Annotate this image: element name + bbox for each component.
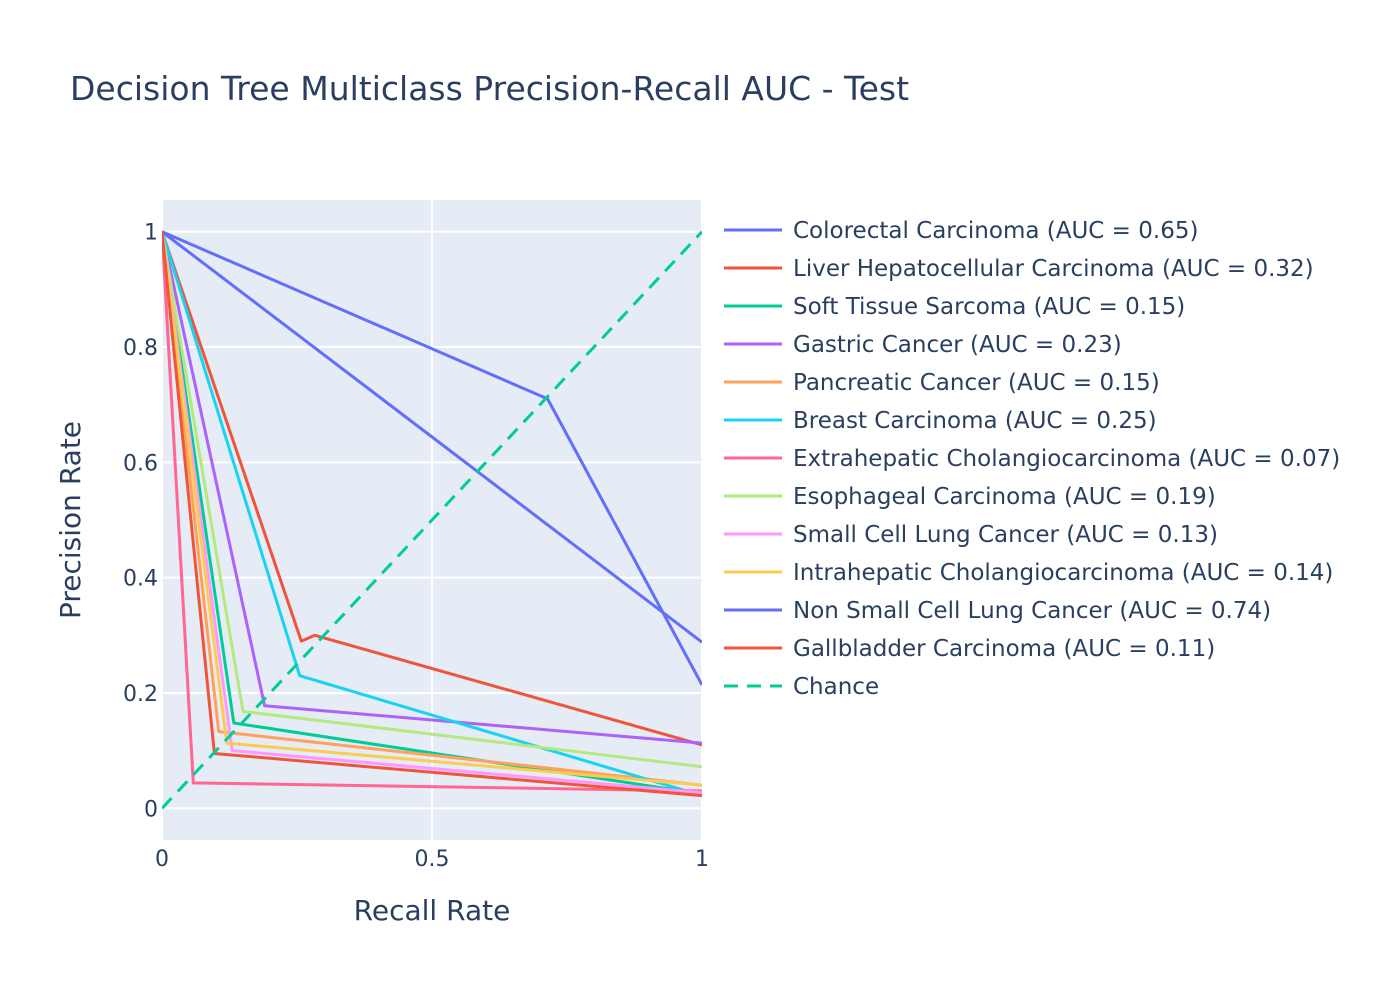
legend-item[interactable]: Chance <box>724 674 879 700</box>
grid-lines <box>161 200 703 840</box>
legend-label: Breast Carcinoma (AUC = 0.25) <box>793 408 1157 434</box>
y-axis-title: Precision Rate <box>54 421 87 619</box>
series-line <box>162 231 702 769</box>
legend-item[interactable]: Small Cell Lung Cancer (AUC = 0.13) <box>724 522 1218 548</box>
legend-label: Intrahepatic Cholangiocarcinoma (AUC = 0… <box>793 560 1333 586</box>
series-line <box>162 231 702 787</box>
legend-item[interactable]: Esophageal Carcinoma (AUC = 0.19) <box>724 484 1216 510</box>
legend[interactable]: Colorectal Carcinoma (AUC = 0.65) Liver H… <box>724 218 1340 700</box>
legend-item[interactable]: Soft Tissue Sarcoma (AUC = 0.15) <box>724 294 1185 320</box>
legend-label: Pancreatic Cancer (AUC = 0.15) <box>793 370 1160 396</box>
legend-item[interactable]: Breast Carcinoma (AUC = 0.25) <box>724 408 1157 434</box>
x-tick-label: 0 <box>155 847 169 872</box>
legend-label: Soft Tissue Sarcoma (AUC = 0.15) <box>793 294 1185 320</box>
series-line <box>162 231 702 747</box>
y-tick-label: 0 <box>144 797 158 822</box>
legend-label: Liver Hepatocellular Carcinoma (AUC = 0.… <box>793 256 1314 282</box>
y-tick-label: 0.4 <box>123 567 158 592</box>
y-tick-label: 1 <box>144 221 158 246</box>
series-line <box>162 231 702 798</box>
legend-label: Gastric Cancer (AUC = 0.23) <box>793 332 1122 358</box>
chart-title: Decision Tree Multiclass Precision-Recal… <box>70 69 909 108</box>
series-line <box>162 230 702 644</box>
series-line <box>162 231 702 745</box>
series-line <box>162 231 702 787</box>
legend-label: Esophageal Carcinoma (AUC = 0.19) <box>793 484 1216 510</box>
series-line <box>162 230 702 686</box>
legend-item[interactable]: Pancreatic Cancer (AUC = 0.15) <box>724 370 1160 396</box>
legend-label: Extrahepatic Cholangiocarcinoma (AUC = 0… <box>793 446 1340 472</box>
legend-label: Chance <box>793 674 879 700</box>
y-tick-label: 0.2 <box>123 682 158 707</box>
x-tick-label: 1 <box>695 847 709 872</box>
legend-item[interactable]: Non Small Cell Lung Cancer (AUC = 0.74) <box>724 598 1271 624</box>
axis-ticks: 0 0.2 0.4 0.6 0.8 1 0 0.5 1 <box>123 221 709 872</box>
legend-item[interactable]: Gallbladder Carcinoma (AUC = 0.11) <box>724 636 1215 662</box>
legend-label: Gallbladder Carcinoma (AUC = 0.11) <box>793 636 1215 662</box>
y-tick-label: 0.6 <box>123 451 158 476</box>
x-tick-label: 0.5 <box>415 847 450 872</box>
legend-item[interactable]: Intrahepatic Cholangiocarcinoma (AUC = 0… <box>724 560 1333 586</box>
y-tick-label: 0.8 <box>123 336 158 361</box>
legend-item[interactable]: Liver Hepatocellular Carcinoma (AUC = 0.… <box>724 256 1314 282</box>
legend-label: Colorectal Carcinoma (AUC = 0.65) <box>793 218 1198 244</box>
series-lines <box>162 230 702 810</box>
legend-item[interactable]: Gastric Cancer (AUC = 0.23) <box>724 332 1122 358</box>
series-line <box>162 230 702 810</box>
legend-label: Non Small Cell Lung Cancer (AUC = 0.74) <box>793 598 1271 624</box>
legend-item[interactable]: Extrahepatic Cholangiocarcinoma (AUC = 0… <box>724 446 1340 472</box>
x-axis-title: Recall Rate <box>354 894 511 927</box>
series-line <box>162 231 702 793</box>
legend-label: Small Cell Lung Cancer (AUC = 0.13) <box>793 522 1218 548</box>
legend-item[interactable]: Colorectal Carcinoma (AUC = 0.65) <box>724 218 1198 244</box>
